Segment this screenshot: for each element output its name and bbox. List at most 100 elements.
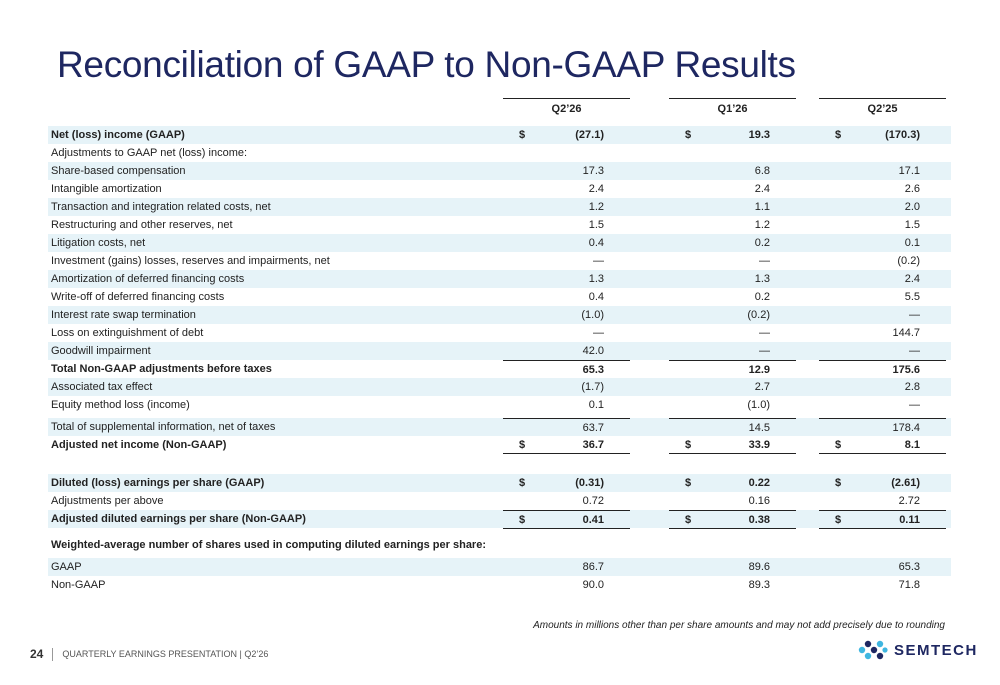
semtech-logo: SEMTECH (858, 639, 978, 661)
value-cell: 65.3 (819, 558, 946, 576)
row-label: Diluted (loss) earnings per share (GAAP) (51, 477, 265, 489)
table-row: Adjusted net income (Non-GAAP) $36.7 $33.9… (48, 436, 951, 454)
row-label: Equity method loss (income) (51, 399, 190, 411)
cell-value: 2.4 (904, 273, 920, 285)
cell-value: 1.1 (754, 201, 770, 213)
row-label: Total of supplemental information, net o… (51, 421, 276, 433)
row-label: Amortization of deferred financing costs (51, 273, 245, 285)
value-cell: $ (0.31) (503, 474, 630, 492)
value-cell: $19.3 (669, 126, 796, 144)
value-cell: (1.7) (503, 378, 630, 396)
value-cell: — (503, 324, 630, 342)
value-cell: 90.0 (503, 576, 630, 594)
cell-value: 0.11 (899, 514, 920, 526)
cell-value: 2.72 (898, 495, 920, 507)
table-row: Diluted (loss) earnings per share (GAAP)… (48, 474, 951, 492)
value-cell: 71.8 (819, 576, 946, 594)
value-cell: 1.3 (669, 270, 796, 288)
value-cell: (1.0) (503, 306, 630, 324)
cell-value: — (759, 327, 770, 339)
row-label: Restructuring and other reserves, net (51, 219, 233, 231)
cell-value: 1.2 (588, 201, 604, 213)
value-cell (669, 536, 796, 554)
table-row: Non-GAAP 90.0 89.3 71.8 (48, 576, 951, 594)
table-row: Intangible amortization 2.4 2.4 2.6 (48, 180, 951, 198)
value-cell: 2.72 (819, 492, 946, 510)
value-cell: $ (2.61) (819, 474, 946, 492)
table-row: Total Non-GAAP adjustments before taxes 6… (48, 360, 951, 378)
value-cell: 0.2 (669, 288, 796, 306)
cell-value: (27.1) (575, 129, 604, 141)
row-label: Litigation costs, net (51, 237, 146, 249)
cell-value: 86.7 (582, 561, 604, 573)
value-cell: 2.8 (819, 378, 946, 396)
cell-value: 42.0 (582, 345, 604, 357)
value-cell: (0.2) (669, 306, 796, 324)
value-cell: 1.2 (669, 216, 796, 234)
cell-value: 2.8 (904, 381, 920, 393)
value-cell: 14.5 (669, 418, 796, 437)
cell-value: 14.5 (748, 422, 770, 434)
value-cell: 86.7 (503, 558, 630, 576)
cell-value: — (909, 345, 920, 357)
page-title: Reconciliation of GAAP to Non-GAAP Resul… (57, 44, 796, 85)
value-cell: $ (170.3) (819, 126, 946, 144)
cell-value: 12.9 (748, 364, 770, 376)
cell-value: (0.31) (575, 477, 604, 489)
cell-value: 63.7 (582, 422, 604, 434)
cell-value: 17.1 (898, 165, 920, 177)
cell-value: 0.2 (754, 237, 770, 249)
value-cell: 2.6 (819, 180, 946, 198)
cell-value: 6.8 (754, 165, 770, 177)
value-cell: — (669, 252, 796, 270)
value-cell: 42.0 (503, 342, 630, 360)
value-cell: $0.22 (669, 474, 796, 492)
reconciliation-table: Net (loss) income (GAAP) $ (27.1) $19.3 $ (17… (48, 126, 951, 594)
cell-value: — (759, 255, 770, 267)
value-cell: — (819, 342, 946, 360)
row-label: Transaction and integration related cost… (51, 201, 271, 213)
value-cell: 1.1 (669, 198, 796, 216)
row-label: Goodwill impairment (51, 345, 151, 357)
cell-value: 5.5 (904, 291, 920, 303)
column-header-q2-26: Q2’26 (503, 98, 630, 119)
value-cell (503, 144, 630, 162)
cell-value: 1.5 (904, 219, 920, 231)
cell-value: (1.7) (581, 381, 604, 393)
value-cell: (0.2) (819, 252, 946, 270)
row-label: Weighted-average number of shares used i… (51, 539, 486, 551)
table-row: Investment (gains) losses, reserves and … (48, 252, 951, 270)
cell-value: 1.3 (754, 273, 770, 285)
value-cell: — (669, 342, 796, 360)
cell-value: 0.1 (904, 237, 920, 249)
value-cell: (1.0) (669, 396, 796, 414)
cell-value: 2.6 (904, 183, 920, 195)
value-cell (503, 536, 630, 554)
cell-value: 89.3 (748, 579, 770, 591)
row-label: Share-based compensation (51, 165, 186, 177)
currency-symbol: $ (519, 129, 526, 141)
value-cell: 0.1 (819, 234, 946, 252)
value-cell: 65.3 (503, 360, 630, 379)
value-cell: 2.4 (669, 180, 796, 198)
value-cell: $33.9 (669, 436, 796, 454)
table-row: Associated tax effect (1.7) 2.7 2.8 (48, 378, 951, 396)
column-header-q2-25: Q2’25 (819, 98, 946, 119)
value-cell: $ (27.1) (503, 126, 630, 144)
row-label: Interest rate swap termination (51, 309, 196, 321)
cell-value: 0.22 (748, 477, 770, 489)
table-row: Amortization of deferred financing costs… (48, 270, 951, 288)
cell-value: — (759, 345, 770, 357)
row-label: Adjustments per above (51, 495, 164, 507)
table-row: Adjusted diluted earnings per share (Non… (48, 510, 951, 529)
value-cell: 1.3 (503, 270, 630, 288)
value-cell: $36.7 (503, 436, 630, 454)
cell-value: (0.2) (747, 309, 770, 321)
value-cell: 0.2 (669, 234, 796, 252)
row-label: Adjusted net income (Non-GAAP) (51, 439, 227, 451)
cell-value: 2.0 (904, 201, 920, 213)
table-row: Interest rate swap termination (1.0) (0.2)… (48, 306, 951, 324)
logo-wordmark: SEMTECH (894, 641, 978, 659)
value-cell: 0.1 (503, 396, 630, 414)
cell-value: 0.72 (582, 495, 604, 507)
